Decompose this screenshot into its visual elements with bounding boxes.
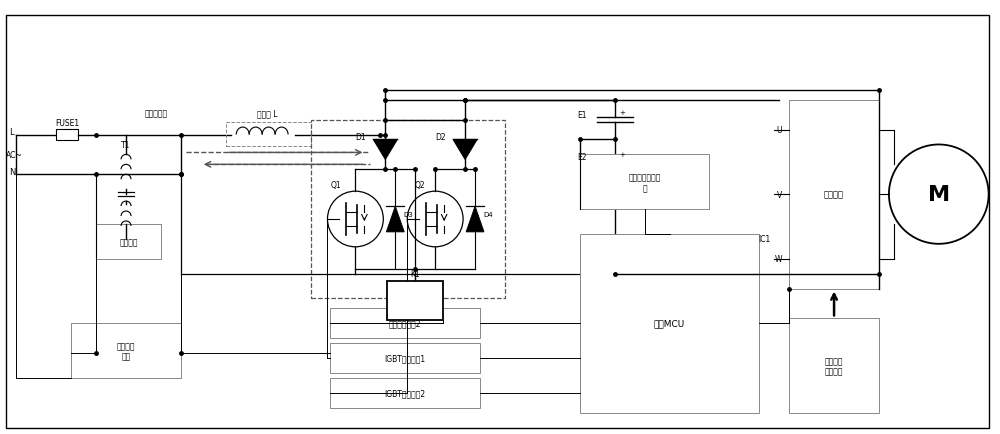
Text: 电抗器 L: 电抗器 L xyxy=(257,109,278,118)
FancyBboxPatch shape xyxy=(56,129,78,141)
Polygon shape xyxy=(466,207,484,232)
FancyBboxPatch shape xyxy=(789,101,879,289)
Text: D4: D4 xyxy=(483,211,493,217)
Text: N: N xyxy=(9,168,16,176)
Text: IC1: IC1 xyxy=(758,235,770,244)
FancyBboxPatch shape xyxy=(71,324,181,378)
FancyBboxPatch shape xyxy=(330,309,480,339)
FancyBboxPatch shape xyxy=(96,224,161,259)
Text: 直流母线电压检
测: 直流母线电压检 测 xyxy=(628,173,661,192)
Text: 主控MCU: 主控MCU xyxy=(654,319,685,328)
Text: W: W xyxy=(775,255,782,263)
Text: 开关驱动单刱2: 开关驱动单刱2 xyxy=(389,319,422,328)
Polygon shape xyxy=(386,207,404,232)
Text: FUSE1: FUSE1 xyxy=(55,119,79,128)
Text: M: M xyxy=(928,185,950,205)
Text: D2: D2 xyxy=(435,133,445,141)
FancyBboxPatch shape xyxy=(580,234,759,413)
Text: Q2: Q2 xyxy=(415,180,426,189)
Text: +: + xyxy=(620,152,626,158)
Text: E1: E1 xyxy=(577,111,587,120)
Text: V: V xyxy=(777,190,782,199)
Text: 电流检测: 电流检测 xyxy=(119,238,138,247)
Text: E2: E2 xyxy=(577,152,587,161)
Text: +: + xyxy=(620,109,626,115)
Text: D1: D1 xyxy=(355,133,366,141)
Text: Q1: Q1 xyxy=(330,180,341,189)
FancyBboxPatch shape xyxy=(387,281,443,321)
Text: IGBT驱动单刱2: IGBT驱动单刱2 xyxy=(385,388,426,398)
Text: 驱动模块: 驱动模块 xyxy=(824,190,844,199)
Text: AC~: AC~ xyxy=(6,151,23,160)
FancyBboxPatch shape xyxy=(330,378,480,408)
Text: U: U xyxy=(777,126,782,135)
Text: 电流传感器: 电流传感器 xyxy=(144,109,168,118)
Text: IGBT驱动单刱1: IGBT驱动单刱1 xyxy=(385,354,426,363)
Polygon shape xyxy=(373,140,397,160)
FancyBboxPatch shape xyxy=(789,319,879,413)
FancyBboxPatch shape xyxy=(580,155,709,210)
Text: D3: D3 xyxy=(403,211,413,217)
Polygon shape xyxy=(453,140,477,160)
FancyBboxPatch shape xyxy=(330,343,480,373)
Text: T1: T1 xyxy=(121,141,131,150)
Text: 过零检测
电路: 过零检测 电路 xyxy=(117,342,135,361)
Text: L: L xyxy=(9,128,14,137)
Text: K1: K1 xyxy=(410,270,420,279)
Text: 电机或压
缩机驱动: 电机或压 缩机驱动 xyxy=(825,356,843,376)
